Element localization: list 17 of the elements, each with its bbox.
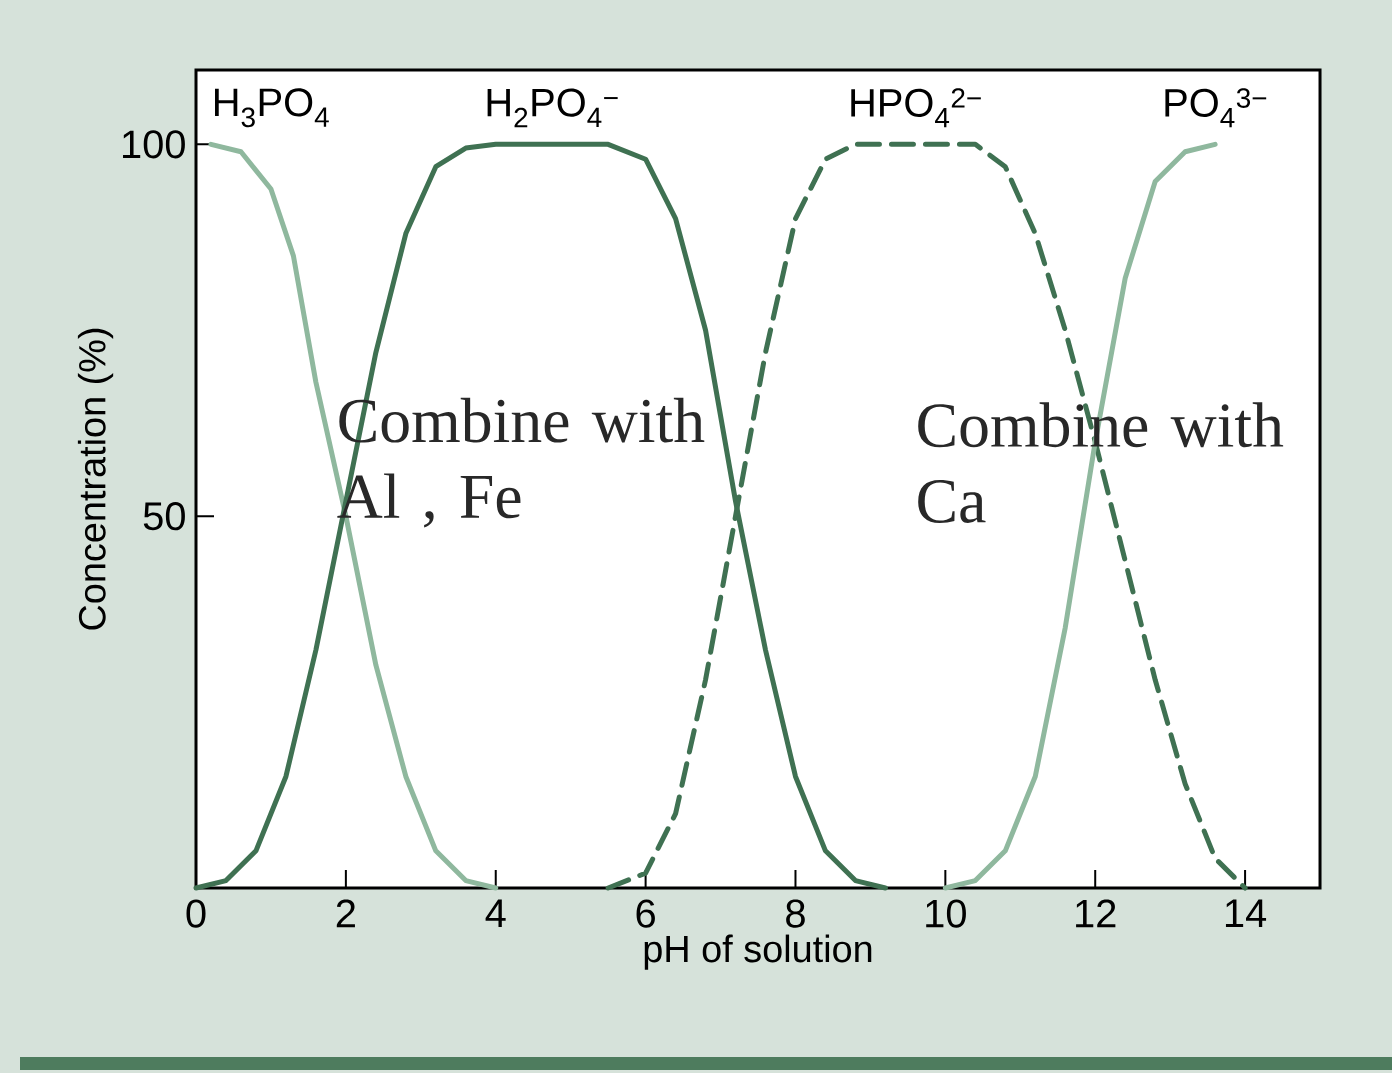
x-tick-label: 4 <box>485 899 506 927</box>
x-tick-label: 10 <box>926 899 966 928</box>
y-tick-label: 100 <box>123 130 185 159</box>
series-label: PO$_{4}$3− <box>1165 88 1267 128</box>
x-tick-label: 8 <box>786 899 805 928</box>
x-tick-label: 0 <box>186 899 206 928</box>
x-tick-label: 2 <box>336 899 355 928</box>
series-label: H$_{3}$PO$_{4}$ <box>215 88 329 128</box>
annotation: Combine with Ca <box>918 402 1284 523</box>
x-tick-label: 12 <box>1076 899 1116 928</box>
series-label: H$_{2}$PO$_{4}$− <box>487 88 618 128</box>
y-tick-label: 50 <box>143 502 185 531</box>
x-tick-label: 14 <box>1225 899 1267 927</box>
x-tick-label: 6 <box>636 899 655 928</box>
x-axis-title: pH of solution <box>644 934 872 970</box>
series-label: HPO$_{4}$2− <box>851 88 981 128</box>
y-axis-title: Concentration (%) <box>77 328 114 630</box>
